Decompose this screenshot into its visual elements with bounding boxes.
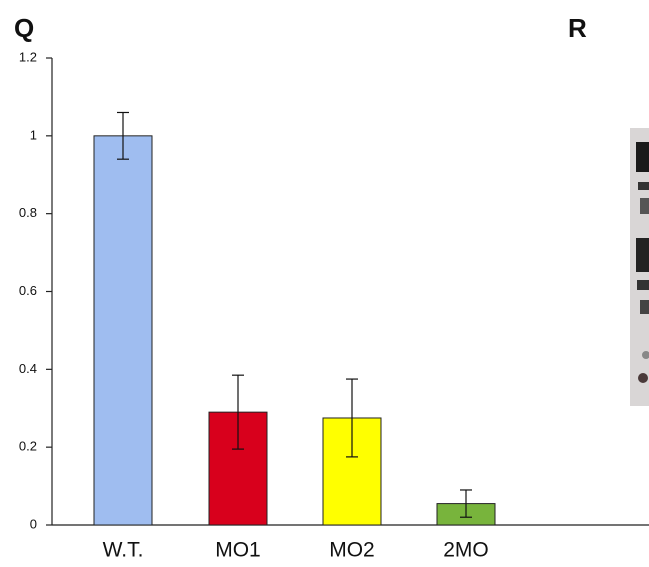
y-tick-label: 0 xyxy=(30,516,37,531)
x-tick-label: 2MO xyxy=(443,539,489,562)
blot-image xyxy=(630,128,649,406)
y-tick-label: 0.4 xyxy=(19,361,37,376)
figure: Q R 0 0.2 0.4 0.6 0.8 1 1.2 W.T. MO1 MO2 2MO xyxy=(0,0,649,567)
y-tick-label: 0.2 xyxy=(19,439,37,454)
x-tick-label: MO2 xyxy=(329,539,375,562)
y-tick-label: 0.8 xyxy=(19,205,37,220)
y-tick-label: 1.2 xyxy=(19,49,37,64)
y-tick-label: 0.6 xyxy=(19,283,37,298)
bar xyxy=(94,136,152,525)
y-tick-label: 1 xyxy=(30,127,37,142)
panel-label: R xyxy=(568,13,587,43)
x-tick-label: W.T. xyxy=(103,539,144,562)
x-tick-label: MO1 xyxy=(215,539,261,562)
panel-label: Q xyxy=(14,13,34,43)
